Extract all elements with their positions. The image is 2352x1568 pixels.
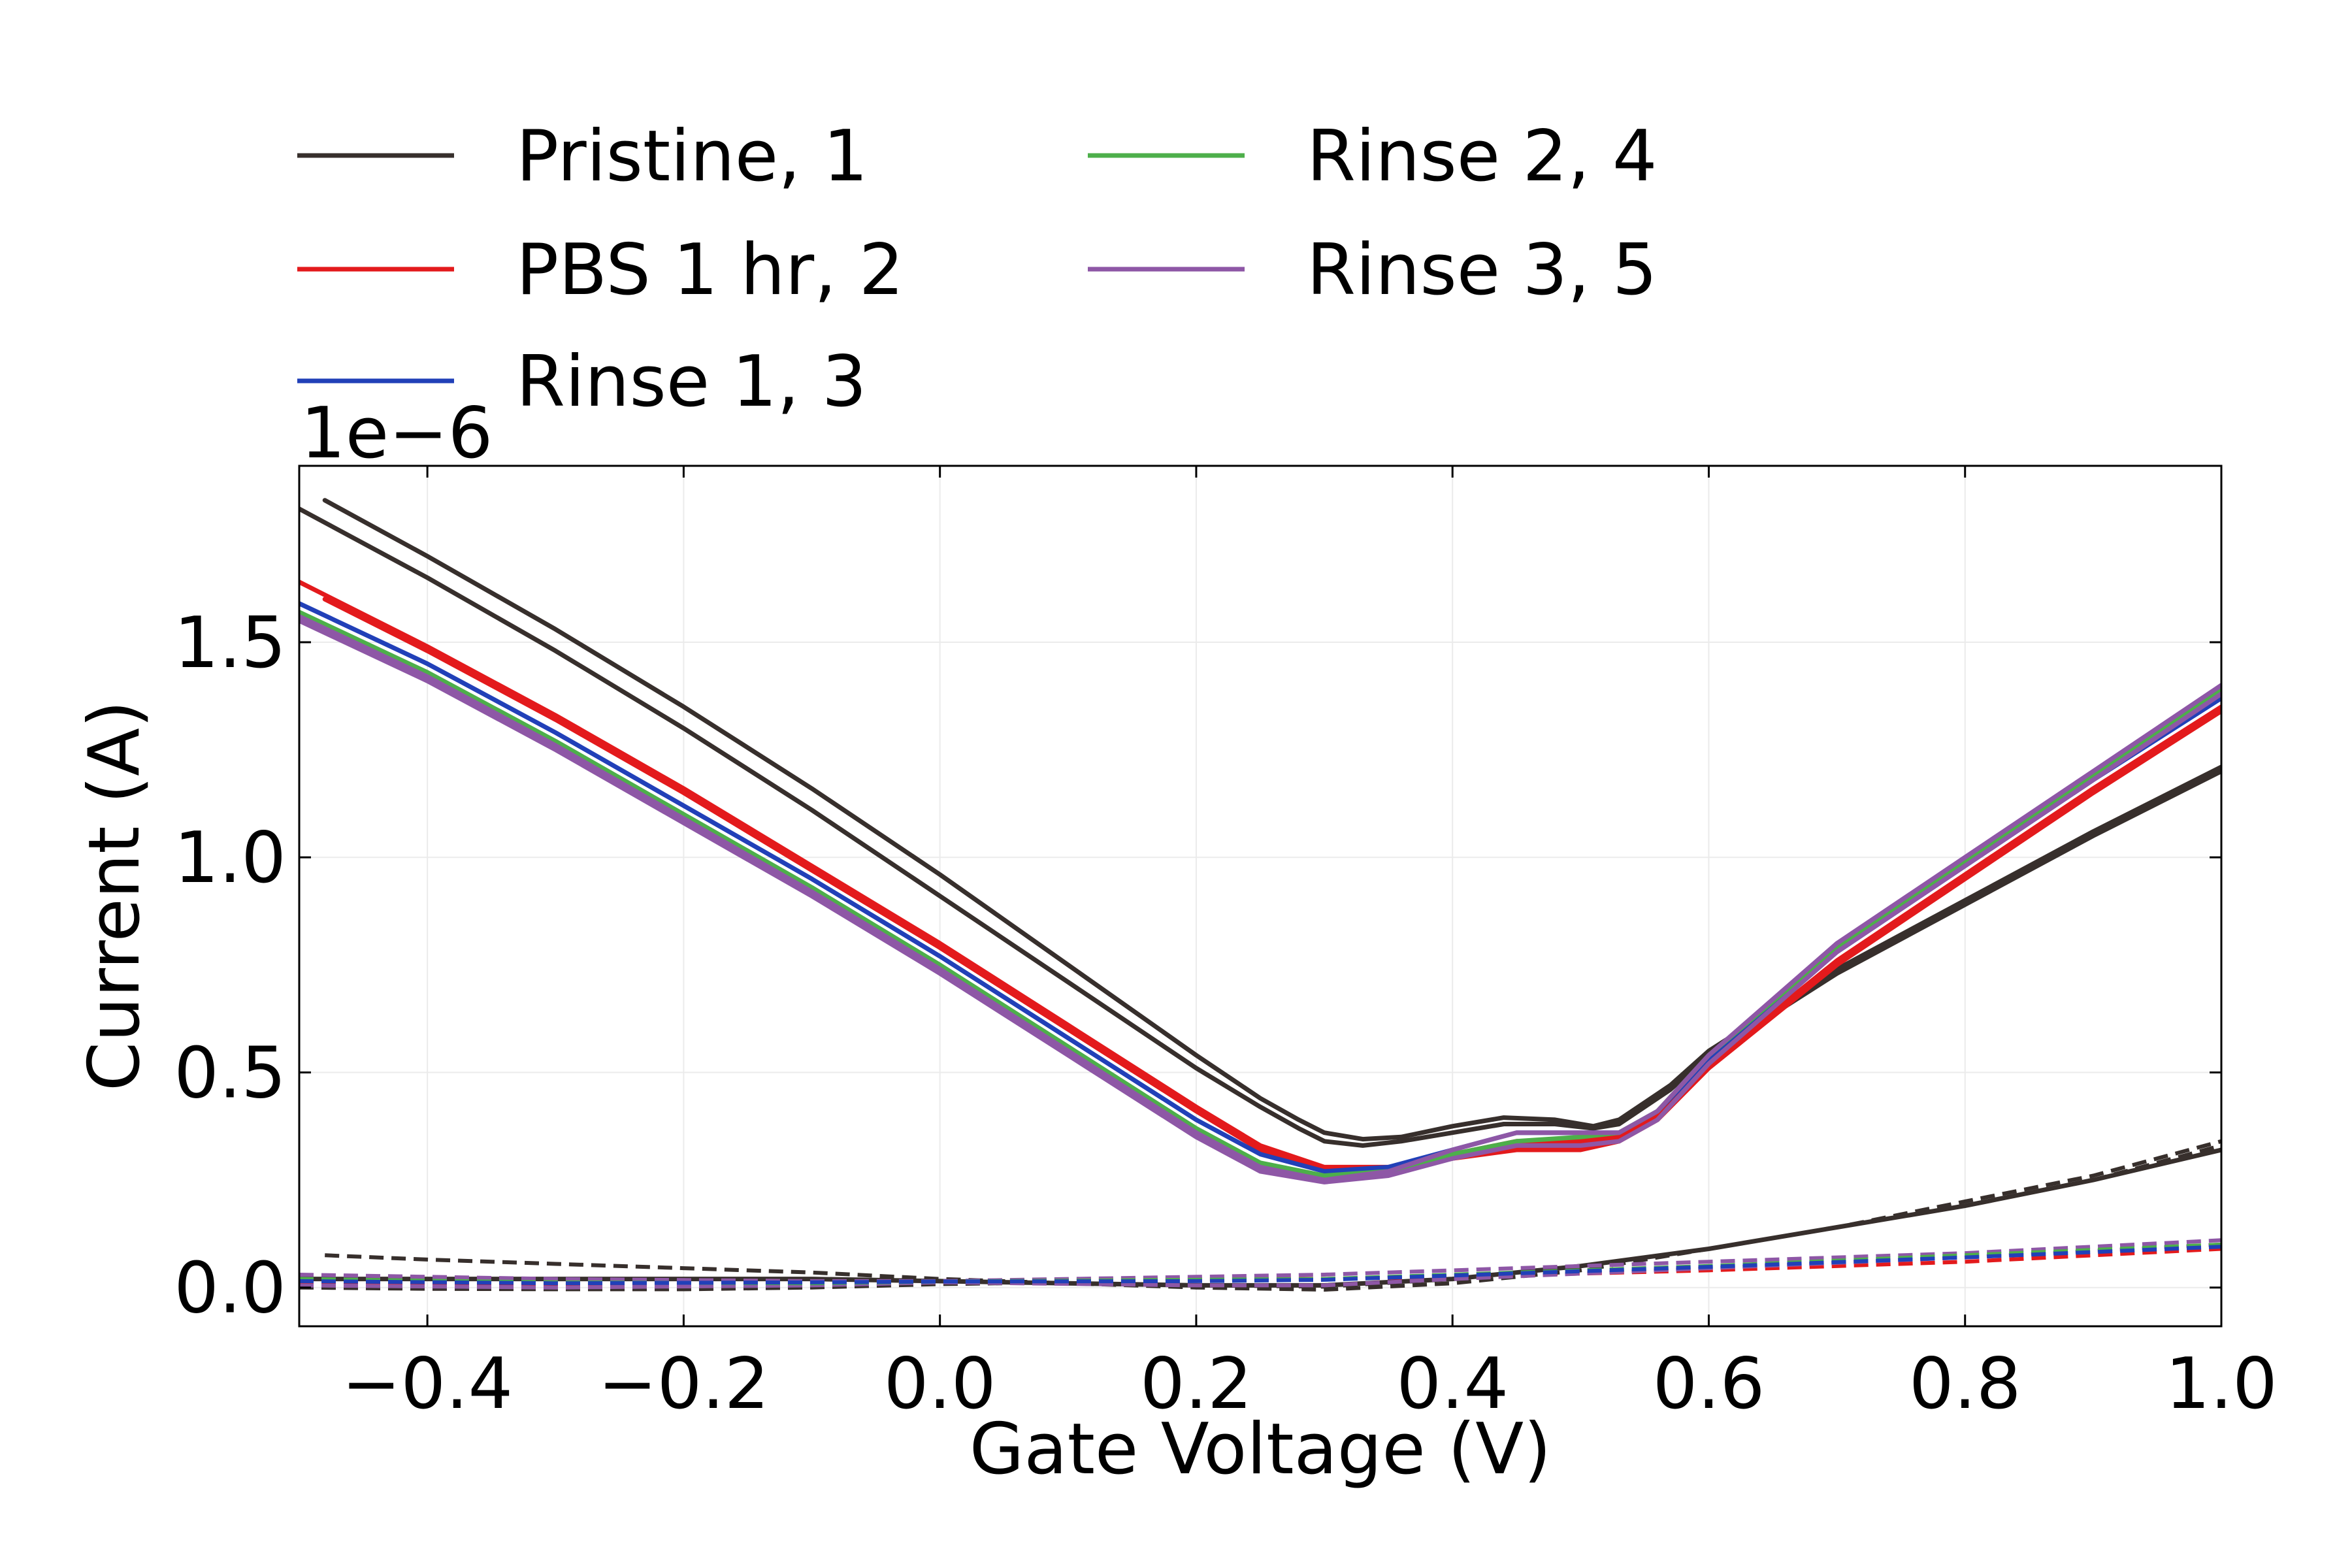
series-line-8 — [299, 618, 2221, 1184]
x-tick-label: 0.2 — [1140, 1343, 1252, 1425]
tick-labels: −0.4 −0.2 0.0 0.2 0.4 0.6 0.8 1.0 0.0 0.5 1.0 1.5 — [174, 602, 2278, 1425]
x-tick-label: 0.0 — [884, 1343, 996, 1425]
legend-entry: Rinse 1, 3 — [516, 341, 867, 423]
series-group — [299, 498, 2221, 1292]
x-tick-label: −0.2 — [598, 1343, 769, 1425]
legend-entry: Pristine, 1 — [516, 116, 868, 197]
y-tick-label: 0.0 — [174, 1248, 286, 1330]
x-tick-label: 0.4 — [1396, 1343, 1509, 1425]
x-tick-label: 1.0 — [2165, 1343, 2278, 1425]
legend-entry: Rinse 3, 5 — [1307, 229, 1658, 311]
y-axis-label: Current (A) — [74, 700, 155, 1091]
y-tick-label: 1.5 — [174, 602, 286, 684]
plot-frame — [298, 465, 2223, 1328]
series-line-7 — [299, 614, 2221, 1183]
x-tick-label: 0.8 — [1909, 1343, 2021, 1425]
ticks — [299, 466, 2223, 1326]
x-tick-label: 0.6 — [1653, 1343, 1765, 1425]
series-line-13 — [299, 1238, 2221, 1283]
y-tick-label: 1.0 — [174, 817, 286, 899]
series-line-16 — [299, 1245, 2221, 1286]
x-axis-label: Gate Voltage (V) — [970, 1409, 1552, 1490]
legend-entry: PBS 1 hr, 2 — [516, 229, 904, 311]
y-tick-label: 0.5 — [174, 1032, 286, 1114]
y-offset-label: 1e−6 — [301, 393, 493, 474]
legend-entry: Rinse 2, 4 — [1307, 116, 1658, 197]
x-tick-label: −0.4 — [342, 1343, 513, 1425]
legend: Pristine, 1 PBS 1 hr, 2 Rinse 1, 3 Rinse 2,… — [297, 116, 1658, 423]
